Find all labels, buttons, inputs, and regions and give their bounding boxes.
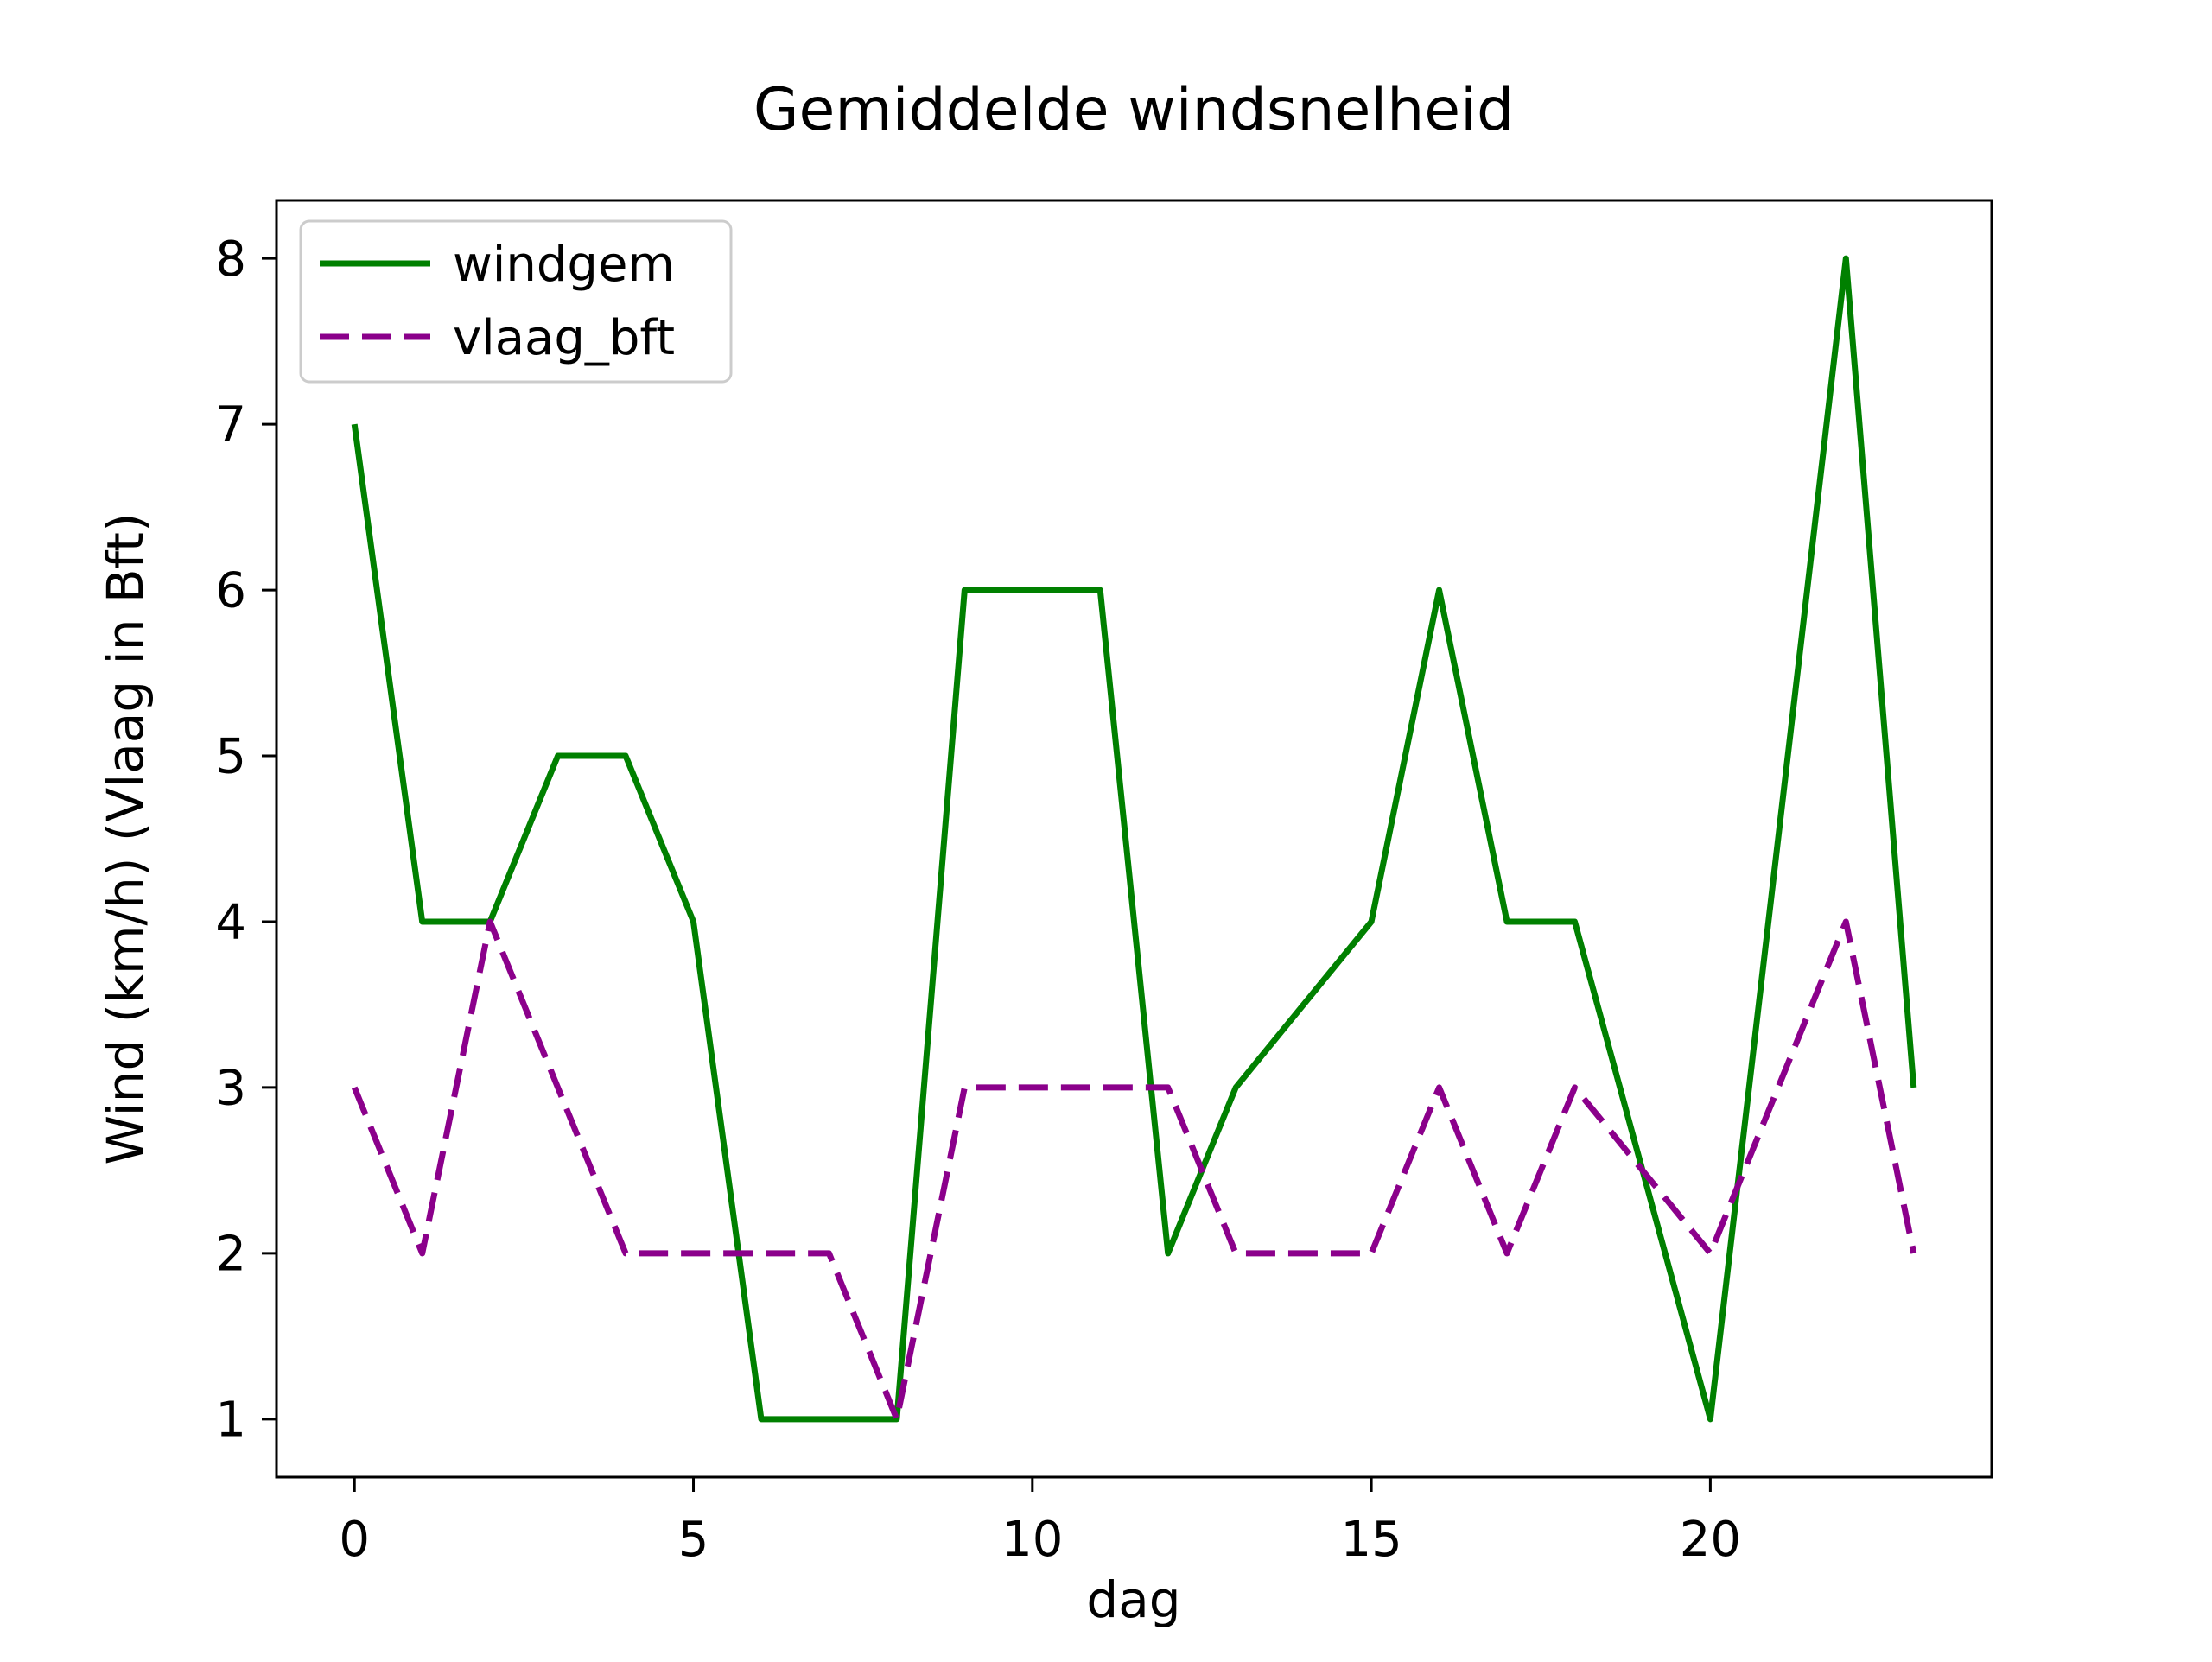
x-tick-label: 15 [1340,1512,1402,1568]
series-lines [351,255,1917,1423]
y-tick-label: 2 [215,1226,246,1282]
y-axis-label: Wind (km/h) (Vlaag in Bft) [96,513,155,1165]
y-tick-label: 7 [215,397,246,454]
plot-frame [275,199,1993,1479]
y-tick-label: 5 [215,729,246,785]
legend: windgem vlaag_bft [299,219,733,384]
x-tick-label: 5 [678,1512,709,1568]
y-tick-label: 1 [215,1392,246,1448]
series-line-vlaag_bft [351,918,1917,1423]
x-tick-label: 0 [339,1512,370,1568]
y-tick-label: 6 [215,563,246,619]
chart-title: Gemiddelde windsnelheid [753,76,1514,144]
axis-ticks: 0 5 10 15 20 1 2 3 4 5 6 7 8 [215,232,1741,1568]
y-tick-label: 8 [215,232,246,288]
legend-label-vlaag-bft: vlaag_bft [453,310,675,366]
y-tick-label: 4 [215,895,246,951]
x-axis-label: dag [1086,1570,1180,1629]
legend-label-windgem: windgem [453,237,675,293]
x-tick-label: 10 [1001,1512,1063,1568]
x-tick-label: 20 [1680,1512,1741,1568]
y-tick-label: 3 [215,1061,246,1117]
series-line-windgem [351,255,1917,1423]
